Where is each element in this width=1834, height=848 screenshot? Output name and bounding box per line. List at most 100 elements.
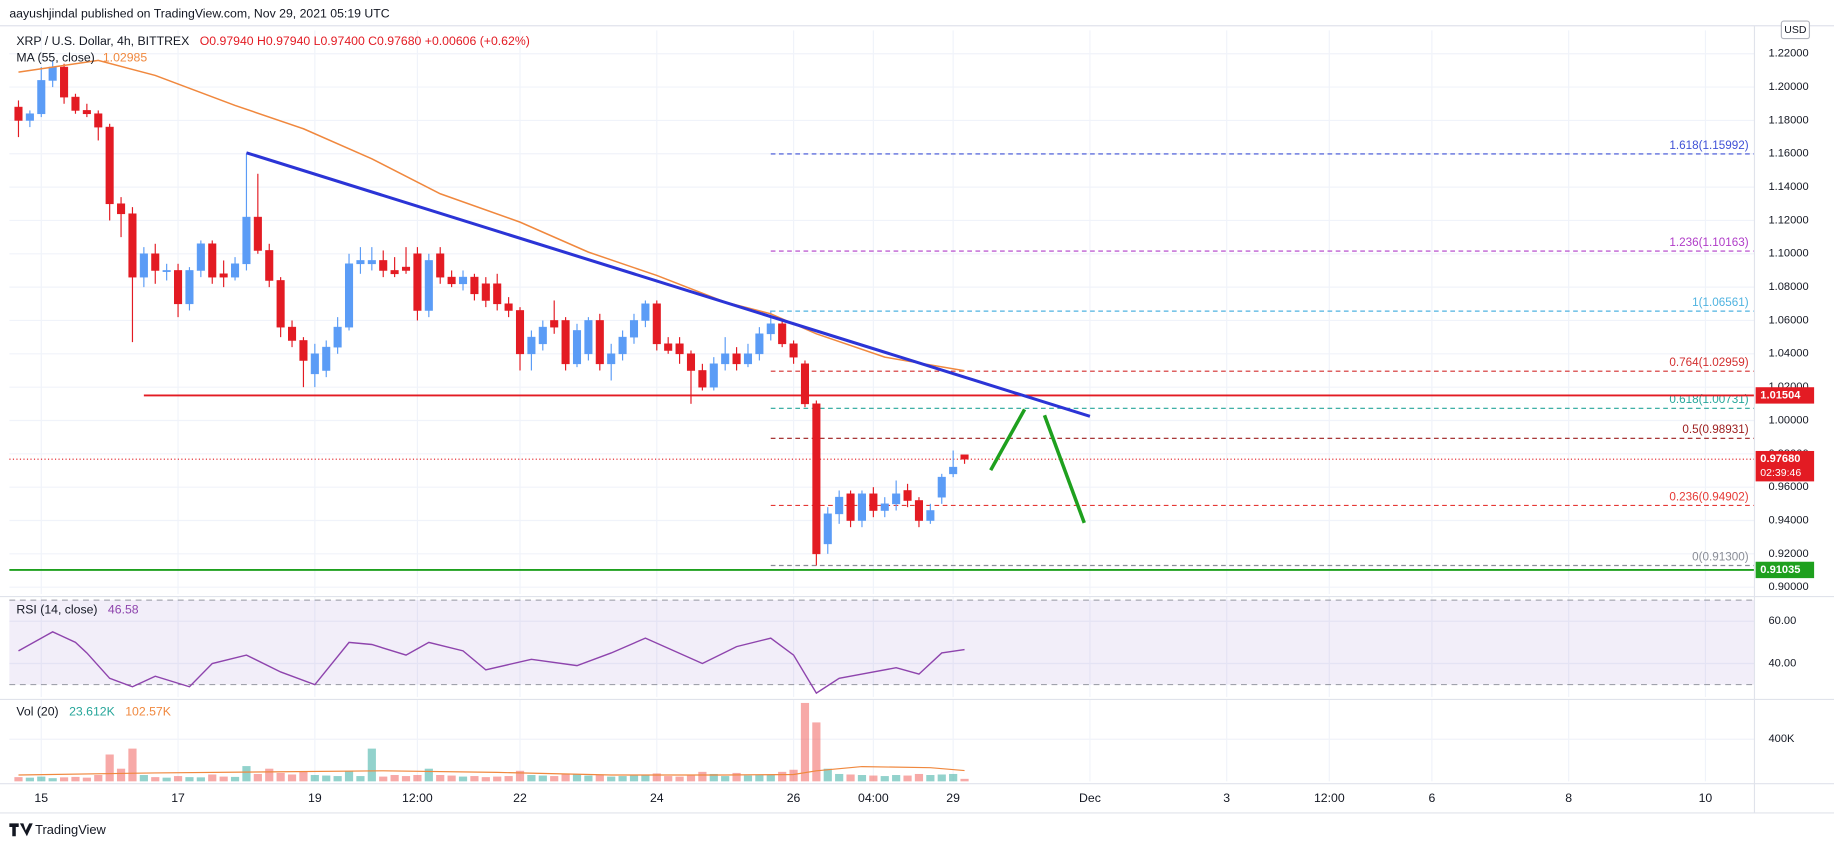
- volume-bar: [401, 776, 411, 782]
- volume-bar: [116, 768, 126, 782]
- candle-body: [94, 113, 103, 128]
- countdown-label: 02:39:46: [1760, 467, 1801, 479]
- candle-body: [550, 320, 559, 328]
- brand-name: TradingView: [35, 822, 106, 837]
- candle-body: [926, 510, 935, 521]
- x-tick-label: Dec: [1079, 791, 1101, 805]
- candle-body: [595, 320, 604, 365]
- candle-body: [276, 280, 285, 328]
- x-tick-label: 10: [1699, 791, 1713, 805]
- candle-body: [857, 493, 866, 521]
- candle-body: [835, 496, 844, 515]
- axis-layer: 15 17 19 12:00 22 24 26 04:00 29 Dec 3 12:00 6 8 10 0.9…: [34, 48, 1815, 805]
- publish-info: aayushjindal published on TradingView.co…: [9, 6, 389, 20]
- volume-bar: [128, 748, 137, 782]
- current-price-label: 0.97680: [1760, 453, 1800, 465]
- volume-bar: [299, 771, 308, 782]
- y-tick-label: 60.00: [1769, 615, 1797, 627]
- volume-bar: [276, 772, 285, 782]
- volume-bar: [356, 776, 365, 782]
- candle-body: [231, 263, 240, 278]
- x-tick-label: 22: [513, 791, 527, 805]
- candle-body: [618, 336, 627, 355]
- volume-bar: [333, 776, 342, 782]
- candle-body: [447, 276, 456, 285]
- volume-bar: [823, 768, 832, 782]
- candle-body: [903, 490, 912, 501]
- currency-box[interactable]: [1780, 20, 1811, 40]
- candle-body: [219, 273, 228, 278]
- volume-bar: [413, 775, 422, 782]
- volume-bar: [789, 769, 798, 782]
- candle-body: [401, 266, 411, 271]
- fib-label: 0.764(1.02959): [1669, 356, 1748, 369]
- fib-label: 0.618(1.00731): [1669, 393, 1748, 406]
- volume-bar: [800, 702, 810, 782]
- volume-bar: [721, 776, 730, 782]
- y-tick-label: 1.16000: [1769, 148, 1809, 160]
- candle-body: [493, 283, 502, 305]
- candle-body: [789, 343, 798, 358]
- volume-bar: [914, 773, 924, 782]
- candle-body: [413, 253, 422, 311]
- candle-body: [732, 353, 741, 365]
- candle-body: [310, 353, 319, 375]
- candle-body: [914, 500, 923, 521]
- volume-bar: [253, 773, 262, 782]
- volume-bar: [584, 775, 593, 782]
- ohlc-values: O0.97940 H0.97940 L0.97400 C0.97680 +0.0…: [200, 34, 530, 48]
- rsi-value: 46.58: [108, 603, 139, 617]
- y-tick-label: 1.20000: [1769, 81, 1809, 93]
- volume-name: Vol (20): [16, 705, 58, 719]
- y-tick-label: 1.08000: [1769, 281, 1809, 293]
- candle-body: [641, 303, 650, 321]
- ma-name: MA (55, close): [16, 51, 94, 65]
- candle-body: [390, 270, 399, 275]
- candle-body: [333, 326, 342, 348]
- x-tick-label: 17: [171, 791, 185, 805]
- candle-body: [686, 353, 696, 371]
- candle-body: [436, 253, 445, 278]
- volume-ma-line: [18, 766, 965, 776]
- candle-body: [322, 346, 331, 371]
- y-tick-label: 0.94000: [1769, 514, 1809, 526]
- volume-bar: [755, 775, 764, 782]
- fib-label: 0(0.91300): [1692, 550, 1749, 563]
- candle-body: [82, 110, 91, 115]
- candle-body: [515, 310, 525, 355]
- volume-bar: [527, 775, 536, 782]
- candle-body: [208, 243, 217, 278]
- candle-body: [242, 216, 251, 265]
- candle-body: [572, 330, 582, 365]
- volume-bar: [937, 774, 946, 782]
- currency-label[interactable]: USD: [1784, 24, 1807, 36]
- volume-bar: [892, 775, 901, 782]
- candle-body: [629, 320, 639, 338]
- volume-legend: Vol (20) 23.612K 102.57K: [16, 705, 171, 719]
- volume-bar: [869, 775, 878, 782]
- rsi-band: [9, 600, 1755, 685]
- volume-bar: [903, 775, 912, 782]
- volume-bar: [14, 777, 23, 782]
- annotation-arrow-up: [989, 408, 1027, 472]
- annotation-arrow-down: [1042, 414, 1086, 524]
- current-price-box: [1755, 450, 1815, 482]
- volume-bar: [196, 777, 205, 782]
- candle-body: [367, 260, 376, 265]
- volume-bar: [504, 776, 513, 782]
- candle-body: [253, 216, 262, 251]
- fib-label: 0.236(0.94902): [1669, 490, 1748, 503]
- x-tick-label: 26: [787, 791, 801, 805]
- candle-body: [892, 493, 901, 505]
- volume-bar: [607, 776, 616, 782]
- candle-body: [14, 106, 23, 121]
- symbol-legend: XRP / U.S. Dollar, 4h, BITTREX O0.97940 …: [16, 34, 529, 48]
- volume-bar: [344, 771, 354, 782]
- candle-body: [37, 80, 46, 115]
- volume-bar: [698, 771, 707, 782]
- y-tick-label: 1.04000: [1769, 348, 1809, 360]
- ma-value: 1.02985: [103, 51, 148, 65]
- volume-bar: [310, 775, 319, 782]
- candle-body: [458, 276, 468, 285]
- price-label: 1.01504: [1760, 389, 1801, 401]
